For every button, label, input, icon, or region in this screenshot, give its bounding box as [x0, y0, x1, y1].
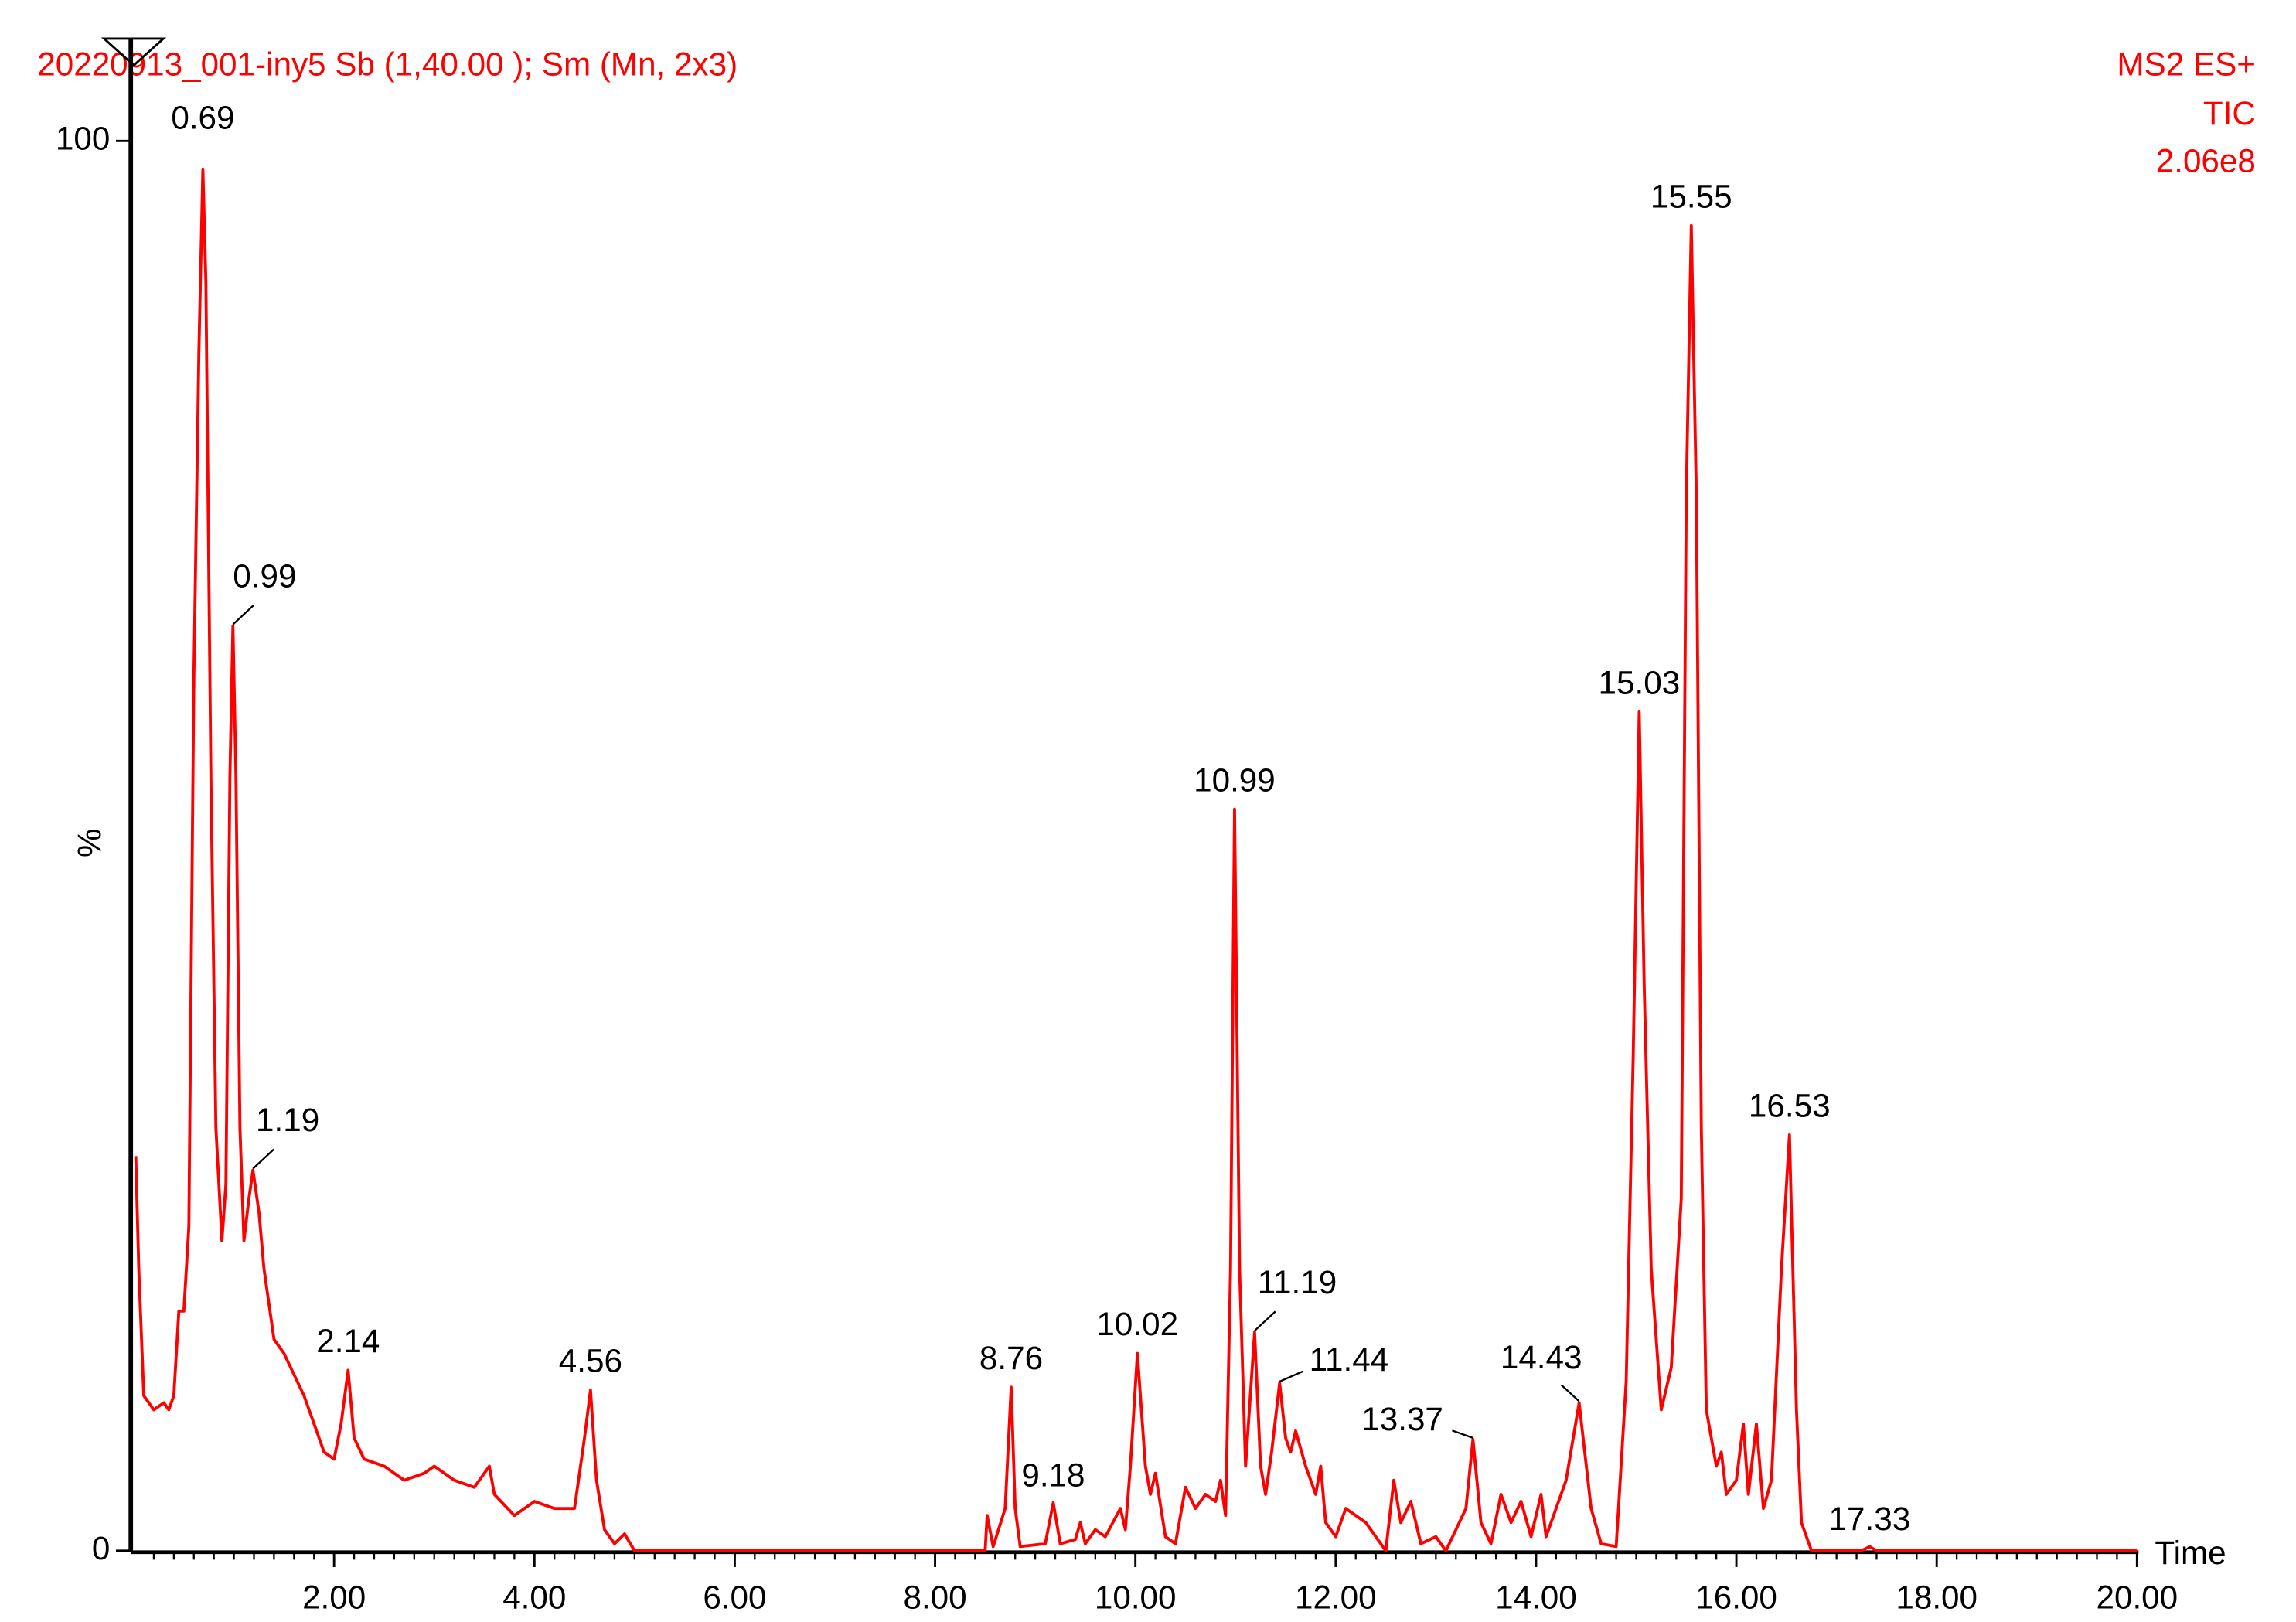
peak-label: 13.37	[1361, 1401, 1443, 1437]
peak-label: 0.99	[233, 557, 296, 594]
x-tick-label: 12.00	[1295, 1579, 1377, 1615]
x-tick-label: 10.00	[1095, 1579, 1177, 1615]
y-tick-label: 100	[56, 121, 110, 157]
x-tick-label: 18.00	[1896, 1579, 1977, 1615]
y-tick-label: 0	[92, 1530, 110, 1566]
x-tick-label: 14.00	[1495, 1579, 1577, 1615]
peak-label: 15.03	[1599, 664, 1681, 700]
peak-label: 0.69	[171, 100, 234, 136]
x-tick-label: 20.00	[2097, 1579, 2178, 1615]
peak-label: 11.44	[1310, 1341, 1389, 1378]
peak-leader	[232, 604, 254, 625]
scan-info: MS2 ES+	[2117, 46, 2256, 83]
peak-leader	[1279, 1370, 1304, 1383]
peak-label: 14.43	[1501, 1339, 1582, 1375]
x-tick-label: 16.00	[1695, 1579, 1777, 1615]
x-tick-label: 2.00	[302, 1579, 366, 1615]
peak-label: 17.33	[1829, 1501, 1911, 1537]
peak-label: 2.14	[316, 1323, 380, 1359]
peak-label: 8.76	[979, 1340, 1043, 1376]
x-axis-label: Time	[2155, 1535, 2226, 1571]
scan-info: TIC	[2203, 95, 2256, 131]
peak-label: 1.19	[256, 1102, 319, 1138]
peak-leader	[1560, 1384, 1580, 1402]
peak-label: 9.18	[1021, 1457, 1085, 1493]
peak-label: 16.53	[1749, 1088, 1831, 1124]
peak-label: 10.02	[1096, 1306, 1178, 1342]
chart-title: 20220913_001-iny5 Sb (1,40.00 ); Sm (Mn,…	[37, 46, 738, 83]
peak-label: 4.56	[559, 1343, 622, 1379]
peak-leader	[252, 1148, 274, 1170]
peak-label: 10.99	[1194, 762, 1276, 798]
peak-leader	[1254, 1310, 1276, 1332]
y-axis-label: %	[71, 828, 107, 857]
peak-label: 11.19	[1258, 1264, 1337, 1300]
peak-leader	[1452, 1429, 1473, 1439]
peak-label: 15.55	[1650, 178, 1732, 214]
x-tick-label: 4.00	[502, 1579, 566, 1615]
marker-triangle	[100, 37, 167, 67]
scan-info: 2.06e8	[2156, 142, 2256, 179]
trace-line	[134, 167, 2138, 1552]
x-tick-label: 8.00	[903, 1579, 966, 1615]
x-tick-label: 6.00	[703, 1579, 766, 1615]
